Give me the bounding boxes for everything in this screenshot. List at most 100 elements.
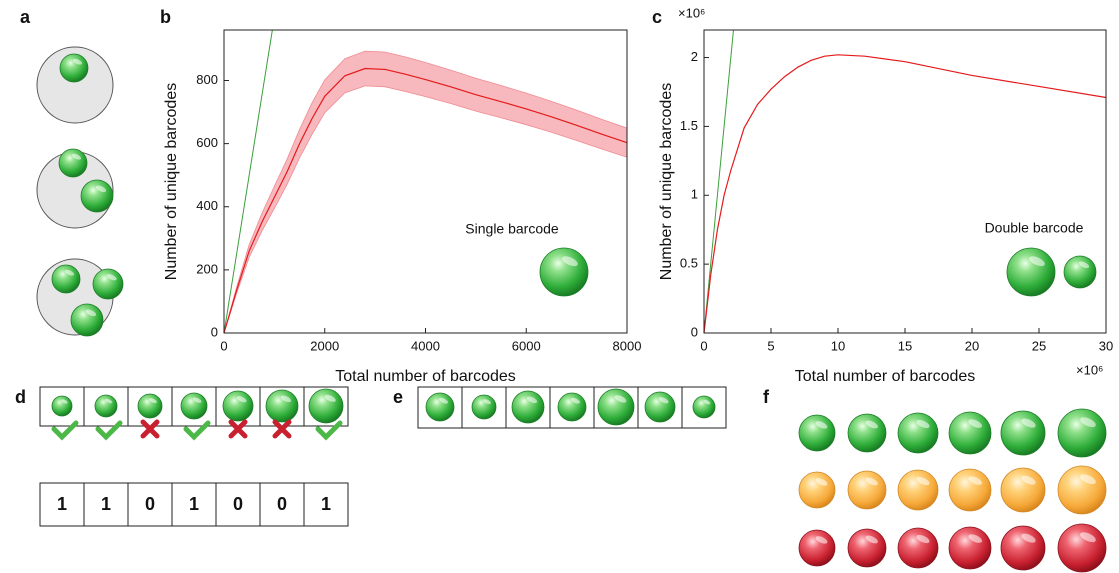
x-tick-label: 0 — [220, 338, 227, 353]
sphere — [798, 414, 836, 452]
y-axis-label: Number of unique barcodes — [658, 83, 675, 280]
sphere-highlight — [1021, 475, 1036, 485]
sphere — [1057, 523, 1107, 573]
sphere-highlight — [193, 397, 202, 403]
sphere — [70, 303, 104, 337]
sphere-highlight — [968, 419, 983, 428]
sphere — [137, 393, 163, 419]
sphere — [847, 413, 887, 453]
x-axis-label: Total number of barcodes — [335, 368, 516, 385]
check-mark — [51, 420, 79, 441]
sphere — [1057, 465, 1107, 515]
x-tick-label: 20 — [965, 338, 979, 353]
x-tick-label: 0 — [700, 338, 707, 353]
x-tick-label: 30 — [1099, 338, 1113, 353]
cross-mark — [140, 419, 160, 439]
sphere-highlight — [72, 58, 83, 65]
sphere — [897, 527, 939, 569]
sphere-highlight — [916, 534, 930, 544]
reference-line — [704, 30, 734, 333]
y-tick-label: 200 — [196, 261, 218, 276]
panel-label: c — [652, 7, 662, 27]
bit: 1 — [189, 494, 199, 514]
y-tick-label: 600 — [196, 135, 218, 150]
sphere — [471, 394, 497, 420]
sphere-highlight — [71, 153, 82, 160]
panel-label: a — [20, 7, 31, 27]
bit-cell — [215, 482, 261, 527]
bit: 0 — [233, 494, 243, 514]
sphere — [94, 394, 118, 418]
cross-mark — [228, 419, 248, 439]
y-tick-label: 1 — [691, 187, 698, 202]
sphere — [1057, 408, 1107, 458]
sphere-highlight — [280, 395, 292, 403]
y-tick-label: 0 — [211, 324, 218, 339]
bit-cell — [303, 482, 349, 527]
reference-line — [224, 30, 273, 333]
sphere-highlight — [562, 256, 578, 267]
sphere — [222, 390, 254, 422]
bit: 1 — [101, 494, 111, 514]
sphere — [58, 148, 88, 178]
bit-cell — [39, 482, 85, 527]
sphere-highlight — [105, 398, 113, 404]
sphere-highlight — [61, 399, 68, 404]
sphere-highlight — [815, 536, 828, 544]
sphere — [80, 179, 114, 213]
bit: 0 — [145, 494, 155, 514]
check-mark — [315, 420, 343, 441]
bit-cell — [171, 482, 217, 527]
sphere — [1000, 525, 1046, 571]
sphere — [692, 395, 716, 419]
check-mark — [95, 420, 123, 441]
sphere-highlight — [865, 477, 878, 486]
sphere-highlight — [916, 476, 930, 486]
sphere — [948, 526, 992, 570]
x-tick-label: 4000 — [411, 338, 440, 353]
sphere — [1000, 467, 1046, 513]
sphere — [265, 389, 299, 423]
sphere — [59, 53, 89, 83]
sphere — [847, 528, 887, 568]
panel-label: d — [15, 387, 26, 407]
sphere-highlight — [95, 185, 107, 193]
sphere — [308, 388, 344, 424]
sphere-highlight — [614, 395, 627, 403]
error-band — [224, 51, 627, 333]
y-tick-label: 1.5 — [680, 118, 698, 133]
y-tick-label: 0.5 — [680, 256, 698, 271]
sphere-highlight — [865, 535, 878, 544]
panel-label: b — [160, 7, 171, 27]
x-tick-label: 2000 — [310, 338, 339, 353]
x-tick-label: 25 — [1032, 338, 1046, 353]
band-edge — [223, 85, 628, 334]
sphere — [180, 392, 208, 420]
sphere-highlight — [703, 399, 711, 405]
sphere-highlight — [1080, 532, 1096, 543]
x-tick-label: 6000 — [512, 338, 541, 353]
y-tick-label: 400 — [196, 198, 218, 213]
sphere — [897, 412, 939, 454]
y-tick-label: 800 — [196, 72, 218, 87]
droplet — [36, 46, 114, 124]
bit: 0 — [277, 494, 287, 514]
sphere — [897, 469, 939, 511]
sphere — [511, 390, 545, 424]
bit: 1 — [57, 494, 67, 514]
y-multiplier: ×10⁶ — [678, 5, 705, 20]
x-tick-label: 10 — [831, 338, 845, 353]
sphere — [948, 468, 992, 512]
sphere — [92, 268, 124, 300]
sphere-highlight — [968, 534, 983, 543]
annotation: Double barcode — [985, 220, 1084, 236]
sphere — [1063, 255, 1097, 289]
sphere-highlight — [438, 397, 449, 404]
x-tick-label: 15 — [898, 338, 912, 353]
bit-cell — [259, 482, 305, 527]
sphere-highlight — [149, 398, 157, 404]
y-axis-label: Number of unique barcodes — [163, 83, 180, 280]
sphere-highlight — [64, 269, 75, 276]
sphere-highlight — [483, 399, 491, 405]
